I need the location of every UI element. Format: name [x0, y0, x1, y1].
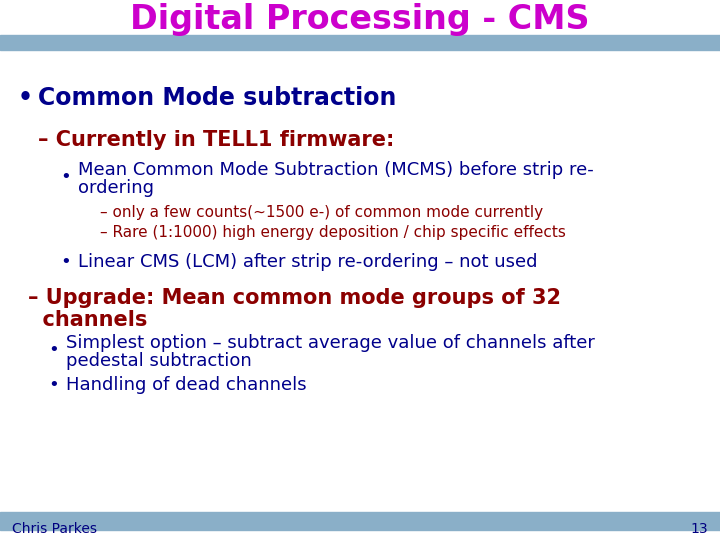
Text: Simplest option – subtract average value of channels after: Simplest option – subtract average value…	[66, 334, 595, 352]
Text: Handling of dead channels: Handling of dead channels	[66, 376, 307, 394]
Text: Common Mode subtraction: Common Mode subtraction	[38, 86, 397, 110]
Text: •: •	[48, 376, 59, 394]
Text: Linear CMS (LCM) after strip re-ordering – not used: Linear CMS (LCM) after strip re-ordering…	[78, 253, 538, 271]
Text: ordering: ordering	[78, 179, 154, 197]
Text: Digital Processing - CMS: Digital Processing - CMS	[130, 3, 590, 37]
Text: •: •	[48, 341, 59, 359]
Text: •: •	[60, 168, 71, 186]
Text: •: •	[18, 86, 33, 110]
Bar	[0, 512, 720, 530]
Text: – Currently in TELL1 firmware:: – Currently in TELL1 firmware:	[38, 130, 395, 150]
Text: – only a few counts(~1500 e-) of common mode currently: – only a few counts(~1500 e-) of common …	[100, 205, 543, 219]
Text: 13: 13	[690, 522, 708, 536]
Text: – Upgrade: Mean common mode groups of 32: – Upgrade: Mean common mode groups of 32	[28, 288, 561, 308]
Text: Mean Common Mode Subtraction (MCMS) before strip re-: Mean Common Mode Subtraction (MCMS) befo…	[78, 161, 594, 179]
Text: channels: channels	[28, 310, 148, 330]
Bar	[0, 35, 720, 50]
Text: Chris Parkes: Chris Parkes	[12, 522, 97, 536]
Text: pedestal subtraction: pedestal subtraction	[66, 352, 252, 370]
Text: •: •	[60, 253, 71, 271]
Text: – Rare (1:1000) high energy deposition / chip specific effects: – Rare (1:1000) high energy deposition /…	[100, 225, 566, 240]
